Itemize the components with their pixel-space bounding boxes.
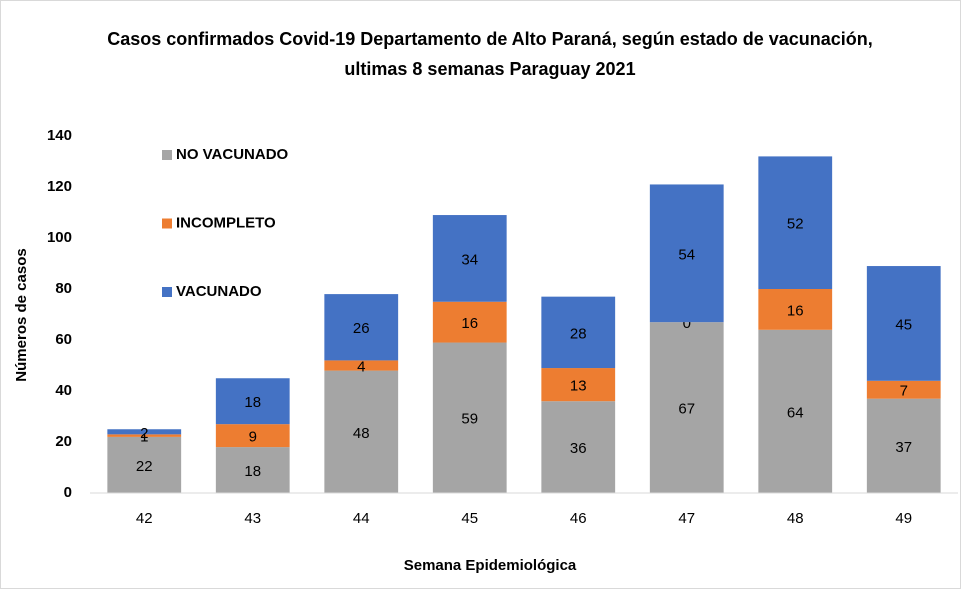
- data-label: 59: [461, 411, 478, 428]
- bar-segment: [758, 289, 833, 330]
- data-label: 13: [570, 378, 587, 395]
- bar-segment: [866, 266, 941, 381]
- data-label: 37: [895, 439, 912, 456]
- legend-label: VACUNADO: [176, 283, 262, 300]
- bar-segment: [432, 342, 507, 493]
- bar-segment: [758, 156, 833, 289]
- data-label: 36: [570, 440, 587, 457]
- bar-segment: [215, 447, 290, 493]
- data-label: 34: [461, 251, 478, 268]
- chart-title: ultimas 8 semanas Paraguay 2021: [344, 59, 635, 79]
- x-tick-label: 46: [570, 510, 587, 527]
- x-axis-label: Semana Epidemiológica: [404, 557, 577, 574]
- y-tick-label: 80: [55, 280, 72, 297]
- x-tick-label: 43: [244, 510, 261, 527]
- bar-segment: [649, 184, 724, 323]
- data-label: 16: [787, 302, 804, 319]
- bar-segment: [107, 429, 182, 435]
- chart-title: Casos confirmados Covid-19 Departamento …: [107, 29, 873, 49]
- bar-segment: [541, 401, 616, 493]
- legend-swatch: [162, 287, 172, 297]
- data-label: 9: [249, 429, 257, 446]
- bar-segment: [541, 296, 616, 369]
- bar-segment: [866, 380, 941, 399]
- y-tick-label: 20: [55, 433, 72, 450]
- x-tick-label: 49: [895, 510, 912, 527]
- data-label: 52: [787, 216, 804, 233]
- data-label: 48: [353, 425, 370, 442]
- x-tick-label: 44: [353, 510, 370, 527]
- data-label: 28: [570, 325, 587, 342]
- x-tick-label: 47: [678, 510, 695, 527]
- data-label: 54: [678, 246, 695, 263]
- data-label: 26: [353, 320, 370, 337]
- y-tick-label: 100: [47, 229, 72, 246]
- bar-segment: [866, 398, 941, 493]
- legend-label: INCOMPLETO: [176, 214, 276, 231]
- data-label: 22: [136, 458, 153, 475]
- y-tick-label: 140: [47, 127, 72, 144]
- bar-segment: [432, 215, 507, 302]
- data-label: 64: [787, 404, 804, 421]
- bar-segment: [758, 329, 833, 493]
- bar-segment: [215, 378, 290, 425]
- data-label: 16: [461, 315, 478, 332]
- data-label: 0: [683, 315, 691, 332]
- x-tick-label: 48: [787, 510, 804, 527]
- y-tick-label: 40: [55, 382, 72, 399]
- data-label: 7: [900, 383, 908, 400]
- y-axis-label: Números de casos: [13, 248, 30, 381]
- bar-segment: [541, 368, 616, 402]
- data-label: 1: [140, 429, 148, 446]
- legend-label: NO VACUNADO: [176, 146, 289, 163]
- bar-segment: [649, 322, 724, 493]
- bar-segment: [215, 424, 290, 448]
- legend-swatch: [162, 150, 172, 160]
- y-tick-label: 120: [47, 178, 72, 195]
- bar-segment: [324, 294, 399, 361]
- bar-segment: [324, 370, 399, 493]
- bar-segment: [107, 434, 182, 437]
- y-tick-label: 60: [55, 331, 72, 348]
- x-tick-label: 45: [461, 510, 478, 527]
- y-tick-label: 0: [64, 484, 72, 501]
- data-label: 45: [895, 316, 912, 333]
- bar-segment: [432, 301, 507, 343]
- bar-segment: [107, 436, 182, 493]
- data-label: 18: [244, 463, 261, 480]
- x-tick-label: 42: [136, 510, 153, 527]
- data-label: 67: [678, 401, 695, 418]
- data-label: 4: [357, 358, 365, 375]
- bar-segment: [324, 360, 399, 371]
- data-label: 2: [140, 425, 148, 442]
- data-label: 18: [244, 394, 261, 411]
- legend-swatch: [162, 218, 172, 229]
